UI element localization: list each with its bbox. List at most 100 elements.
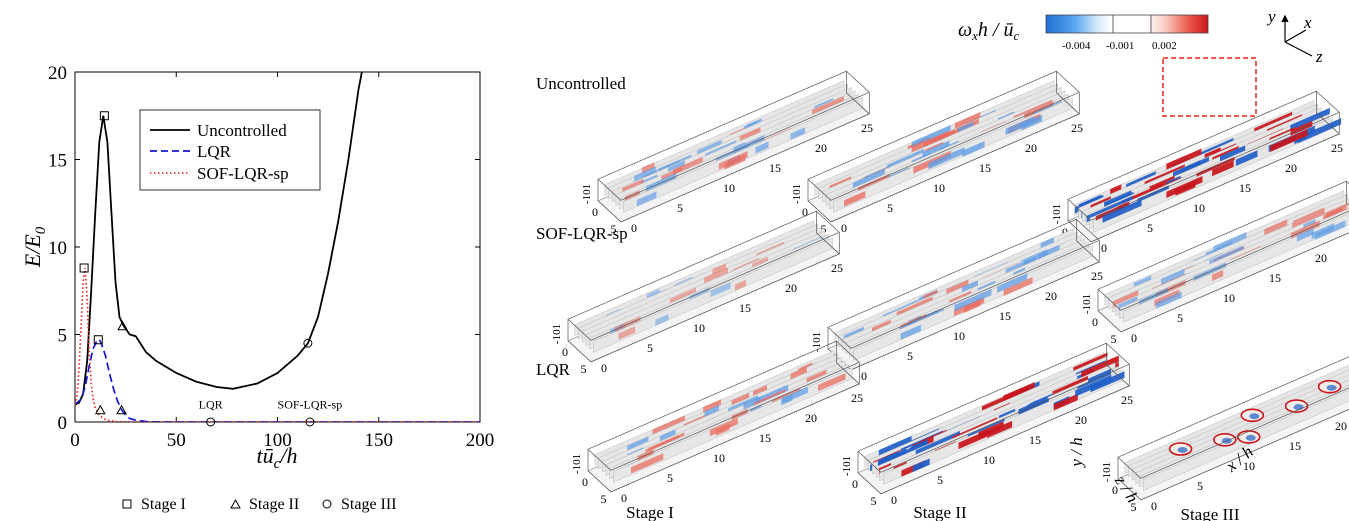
highlight-box bbox=[1162, 57, 1257, 117]
colorbar-tick: 0.002 bbox=[1152, 40, 1177, 52]
y-tick-label: 0 bbox=[58, 413, 68, 434]
slab-panels: 051015202505-101051015202505-10105101520… bbox=[551, 70, 1349, 514]
stage-legend-label: Stage I bbox=[141, 496, 186, 513]
x-axis-tick-3d: 10 bbox=[1193, 201, 1205, 215]
y-tick-label: 10 bbox=[48, 238, 67, 259]
y-tick-label: 20 bbox=[48, 63, 67, 84]
x-axis-tick-3d: 10 bbox=[1223, 291, 1235, 305]
vorticity-patch bbox=[718, 151, 748, 170]
x-axis-tick-3d: 5 bbox=[937, 473, 943, 487]
triangle-marker bbox=[116, 404, 127, 415]
triad-y: y bbox=[1266, 7, 1276, 26]
triangle-marker bbox=[94, 404, 106, 415]
vorticity-patch bbox=[1166, 148, 1202, 171]
x-axis-tick-3d: 5 bbox=[1177, 311, 1183, 325]
slab-frame bbox=[807, 91, 1080, 201]
vorticity-patch bbox=[1290, 107, 1330, 132]
x-axis-tick-3d: 20 bbox=[1315, 251, 1327, 265]
circle-marker bbox=[303, 338, 313, 348]
vorticity-patch bbox=[878, 435, 912, 457]
z-axis-tick-3d: 5 bbox=[1111, 332, 1117, 346]
vortex-core bbox=[1293, 404, 1304, 411]
stage-label-ii: Stage II bbox=[913, 503, 967, 521]
vortex-core bbox=[1326, 384, 1337, 391]
triangle-marker bbox=[117, 320, 128, 331]
z-axis-tick-3d: 0 bbox=[802, 205, 808, 219]
vorticity-patch bbox=[618, 326, 636, 340]
colorbar-label: ωxh / ūc bbox=[958, 19, 1019, 43]
vorticity-patch bbox=[652, 415, 685, 436]
y-axis-tick-3d: -101 bbox=[811, 332, 823, 352]
x-axis-tick-3d: 0 bbox=[621, 491, 627, 505]
x-axis-tick-3d: 5 bbox=[887, 201, 893, 215]
slab-frame bbox=[610, 383, 860, 493]
x-axis-tick-3d: 20 bbox=[1045, 289, 1057, 303]
slab-frame bbox=[587, 361, 860, 471]
y-axis-label: E/E0 bbox=[20, 226, 49, 268]
stage-legend: Stage I Stage II Stage III bbox=[122, 496, 397, 513]
x-axis-tick-3d: 20 bbox=[1025, 141, 1037, 155]
vorticity-patch bbox=[790, 127, 805, 140]
vorticity-patch bbox=[1005, 116, 1035, 135]
circle-marker bbox=[305, 417, 315, 427]
x-axis-tick-3d: 5 bbox=[1197, 479, 1203, 493]
axes-triad-icon: y x z bbox=[1266, 7, 1323, 66]
vorticity-patch bbox=[1235, 150, 1258, 166]
z-axis-tick-3d: 0 bbox=[592, 205, 598, 219]
x-axis-tick-3d: 20 bbox=[1285, 161, 1297, 175]
slab-frame bbox=[1097, 210, 1349, 311]
vorticity-patch bbox=[1110, 184, 1122, 196]
slab-frame bbox=[857, 363, 1130, 473]
x-axis-tick-3d: 20 bbox=[1335, 419, 1347, 433]
y-axis-tick-3d: -101 bbox=[841, 456, 853, 476]
x-axis-tick-3d: 5 bbox=[647, 341, 653, 355]
vorticity-patch bbox=[790, 366, 807, 380]
z-axis-tick-3d: 0 bbox=[582, 475, 588, 489]
x-axis-tick-3d: 5 bbox=[1147, 221, 1153, 235]
vorticity-patch bbox=[1296, 227, 1314, 242]
x-axis-tick-3d: 0 bbox=[1101, 241, 1107, 255]
stage-legend-label: Stage III bbox=[341, 496, 397, 513]
x-axis-tick-3d: 5 bbox=[677, 201, 683, 215]
legend-label-uncontrolled: Uncontrolled bbox=[197, 121, 287, 140]
y-axis-tick-3d: -101 bbox=[571, 454, 583, 474]
series-line-sof-lqr-sp bbox=[75, 267, 480, 422]
x-axis-tick-3d: 15 bbox=[1289, 439, 1301, 453]
x-axis-tick-3d: 15 bbox=[1029, 433, 1041, 447]
y-axis-tick-3d: -101 bbox=[551, 324, 563, 344]
colorbar-gradient bbox=[1045, 14, 1209, 34]
vorticity-patch bbox=[911, 140, 925, 153]
vortex-core bbox=[1177, 447, 1188, 453]
x-tick-label: 200 bbox=[466, 430, 495, 451]
vorticity-patch bbox=[1090, 371, 1125, 393]
vorticity-patch bbox=[924, 131, 949, 148]
slab-frame bbox=[597, 91, 870, 201]
vortex-core bbox=[1249, 413, 1260, 420]
stage-label-iii: Stage III bbox=[1180, 505, 1239, 521]
x-axis-tick-3d: 10 bbox=[983, 453, 995, 467]
slab-frame bbox=[807, 200, 832, 223]
x-axis-tick-3d: 0 bbox=[841, 221, 847, 235]
y-axis-tick-3d: -101 bbox=[1101, 462, 1113, 482]
x-axis-tick-3d: 0 bbox=[891, 493, 897, 507]
x-axis-tick-3d: 25 bbox=[831, 261, 843, 275]
vorticity-patch bbox=[712, 263, 726, 276]
vorticity-patch bbox=[852, 168, 885, 190]
vorticity-patch bbox=[912, 458, 930, 473]
vortex-core bbox=[1245, 434, 1256, 441]
x-axis-tick-3d: 20 bbox=[815, 141, 827, 155]
slab-frame bbox=[1067, 220, 1092, 243]
vorticity-patch bbox=[962, 141, 985, 157]
vorticity-patch bbox=[900, 324, 921, 340]
x-axis-tick-3d: 10 bbox=[1243, 459, 1255, 473]
vorticity-patch bbox=[734, 279, 746, 291]
vorticity-patch bbox=[963, 299, 981, 314]
slab-frame bbox=[590, 253, 840, 363]
vorticity-patch bbox=[1211, 269, 1224, 282]
x-axis-tick-3d: 25 bbox=[1071, 121, 1083, 135]
x-axis-tick-3d: 0 bbox=[631, 221, 637, 235]
vorticity-patch bbox=[703, 399, 722, 414]
